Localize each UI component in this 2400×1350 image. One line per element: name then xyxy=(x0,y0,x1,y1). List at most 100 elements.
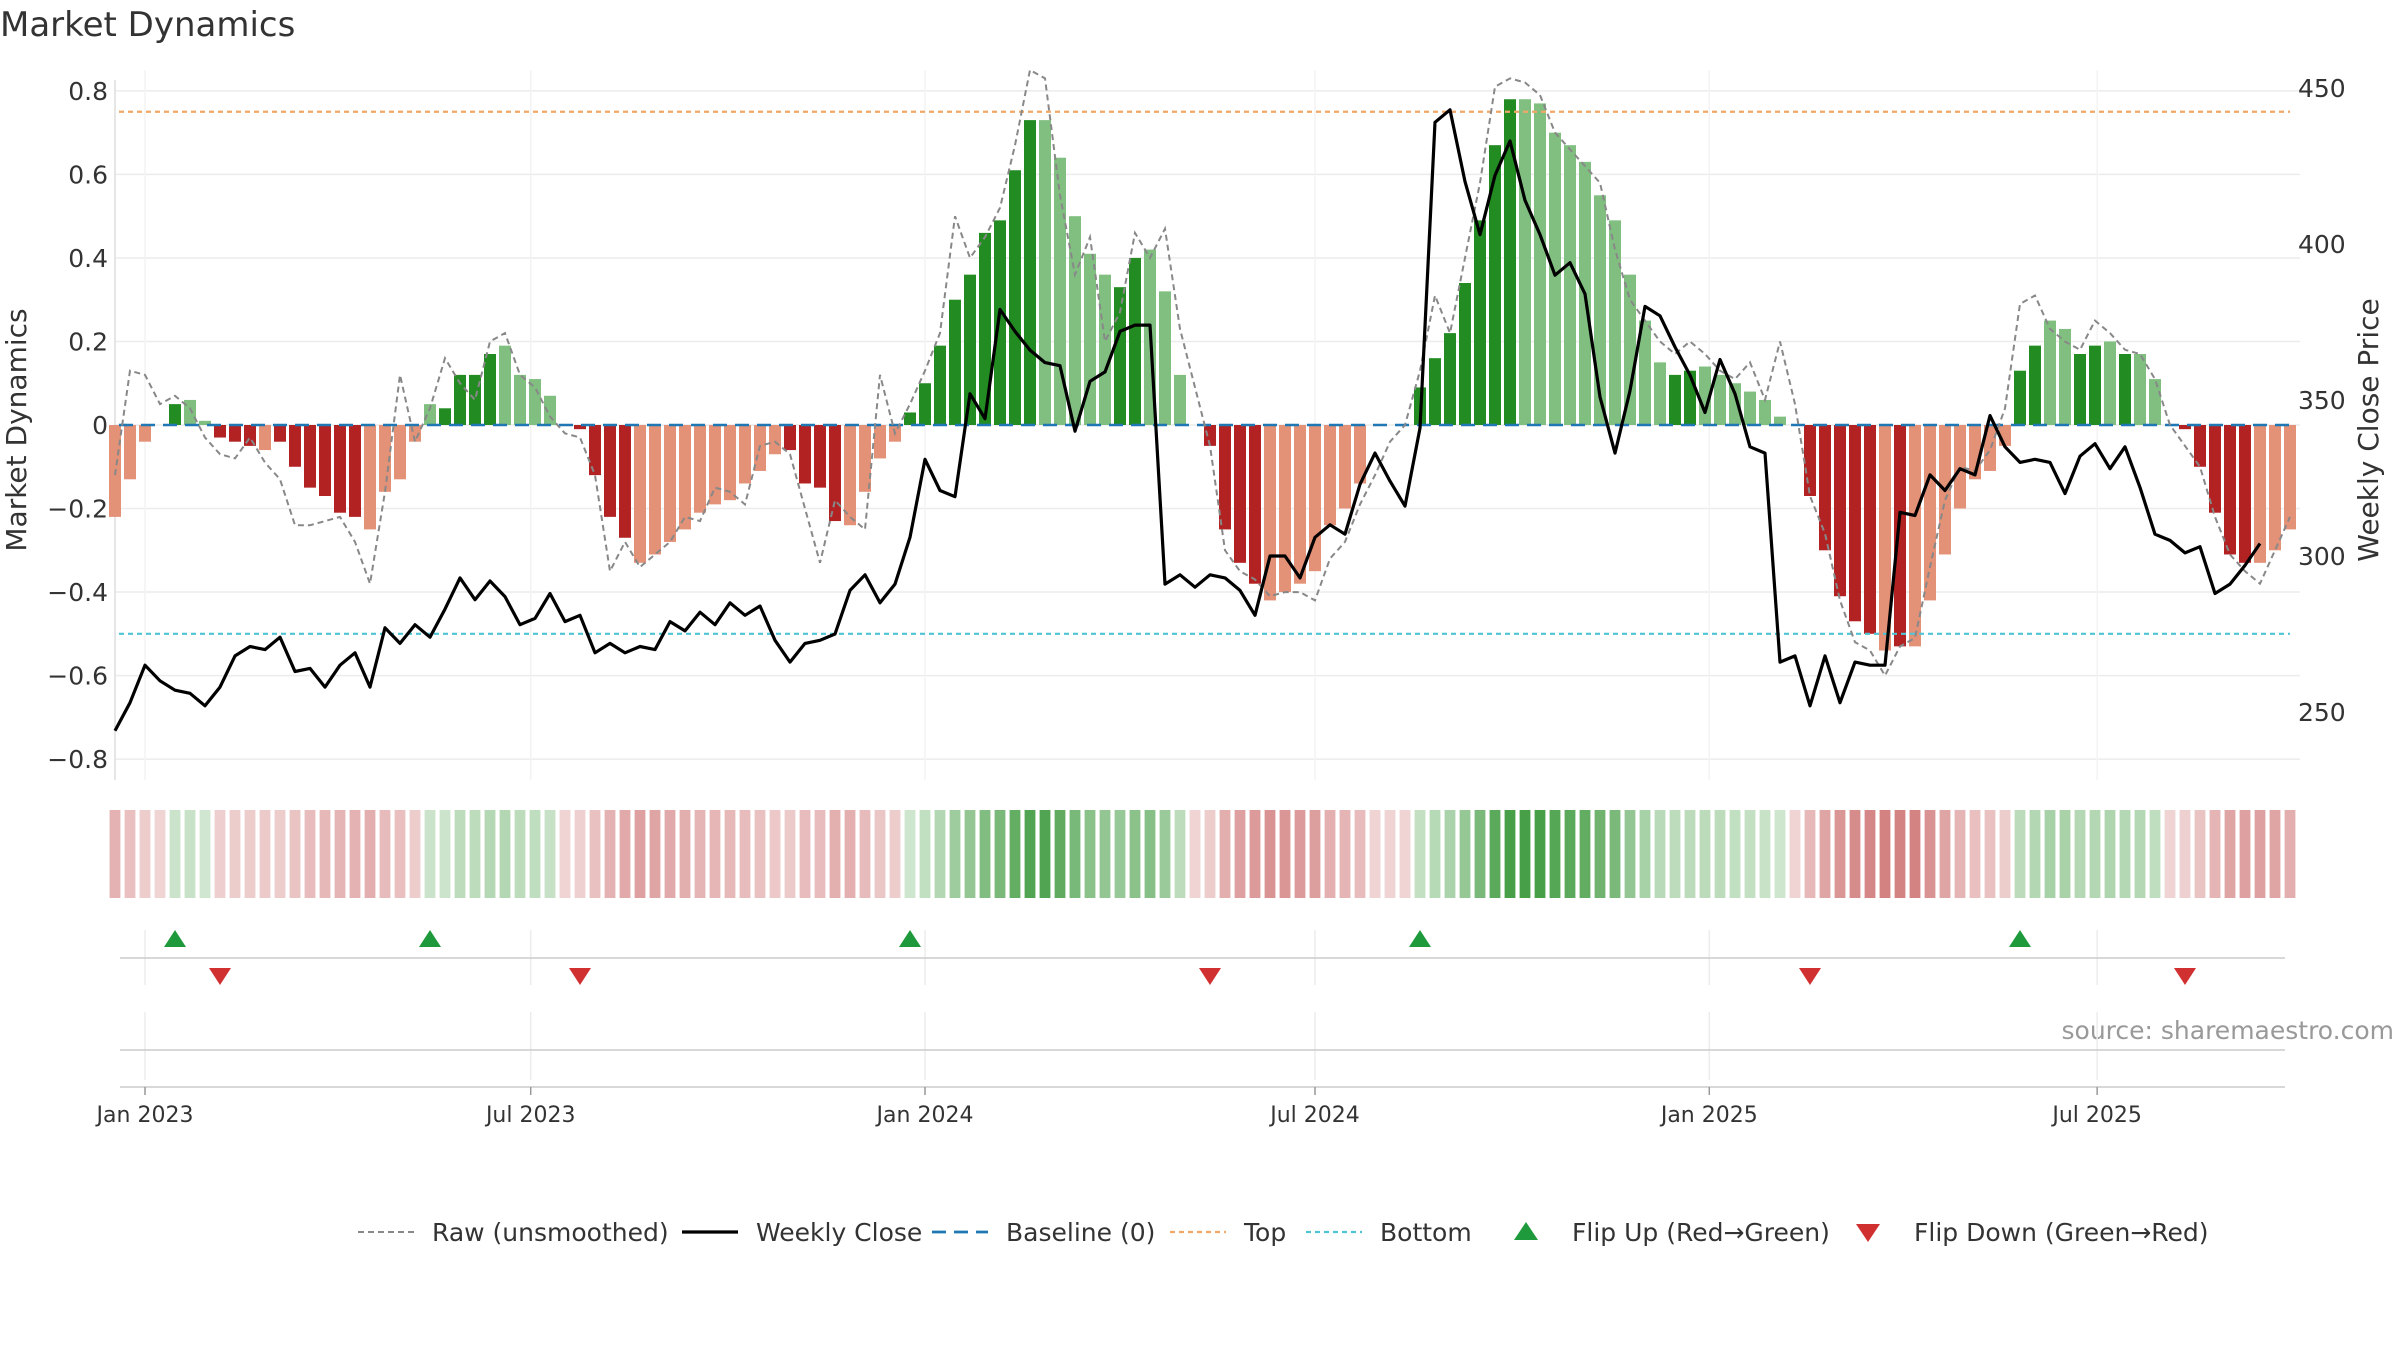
dynamics-bar xyxy=(1774,416,1786,425)
regime-cell xyxy=(274,810,286,898)
dynamics-bar xyxy=(2044,320,2056,425)
chart-title: Market Dynamics xyxy=(0,5,295,45)
regime-cell xyxy=(619,810,631,898)
dynamics-bar xyxy=(1549,132,1561,425)
x-axis-ticks: Jan 2023 Jul 2023 Jan 2024 Jul 2024 Jan 2025… xyxy=(95,1087,2142,1128)
regime-cell xyxy=(724,810,736,898)
regime-cell xyxy=(1849,810,1861,898)
dynamics-bar xyxy=(439,408,451,425)
dynamics-bar xyxy=(1324,425,1336,526)
y-tick-label: 0.6 xyxy=(68,160,108,189)
x-tick-label: Jul 2024 xyxy=(1268,1103,1360,1128)
regime-cell xyxy=(2179,810,2191,898)
regime-cell xyxy=(1999,810,2011,898)
dynamics-bar xyxy=(2089,345,2101,425)
dynamics-bar xyxy=(1519,99,1531,425)
dynamics-bar xyxy=(1159,291,1171,425)
y-tick-label: 0.4 xyxy=(68,244,108,273)
regime-cell xyxy=(229,810,241,898)
dynamics-bar xyxy=(1234,425,1246,563)
regime-cell xyxy=(424,810,436,898)
regime-cell xyxy=(1339,810,1351,898)
regime-cell xyxy=(109,810,121,898)
regime-cell xyxy=(2194,810,2206,898)
legend-label: Baseline (0) xyxy=(1006,1218,1155,1247)
regime-cell xyxy=(1504,810,1516,898)
y-tick-label: 0.8 xyxy=(68,77,108,106)
regime-cell xyxy=(799,810,811,898)
dynamics-bar xyxy=(289,425,301,467)
regime-cell xyxy=(2089,810,2101,898)
flip-markers-panel xyxy=(120,930,2285,1088)
regime-cell xyxy=(1444,810,1456,898)
dynamics-bar xyxy=(739,425,751,484)
x-tick-label: Jul 2025 xyxy=(2050,1103,2142,1128)
regime-cell xyxy=(2074,810,2086,898)
dynamics-bar xyxy=(1009,170,1021,425)
regime-cell xyxy=(1309,810,1321,898)
regime-cell xyxy=(409,810,421,898)
regime-cell xyxy=(1369,810,1381,898)
regime-cell xyxy=(484,810,496,898)
dynamics-bar xyxy=(1624,274,1636,425)
dynamics-bar xyxy=(769,425,781,455)
dynamics-bar xyxy=(1849,425,1861,622)
regime-cell xyxy=(469,810,481,898)
regime-cell xyxy=(994,810,1006,898)
regime-cell xyxy=(1384,810,1396,898)
regime-cell xyxy=(1324,810,1336,898)
dynamics-bar xyxy=(1564,145,1576,426)
dynamics-bar xyxy=(1339,425,1351,509)
y2-axis-label: Weekly Close Price xyxy=(2352,298,2385,561)
regime-cell xyxy=(1819,810,1831,898)
dynamics-bar xyxy=(1909,425,1921,647)
regime-cell xyxy=(574,810,586,898)
legend-label: Bottom xyxy=(1380,1218,1472,1247)
dynamics-bar xyxy=(529,379,541,425)
regime-cell xyxy=(1084,810,1096,898)
dynamics-bar xyxy=(619,425,631,538)
regime-cell xyxy=(679,810,691,898)
dynamics-bar xyxy=(934,345,946,425)
dynamics-bar xyxy=(2209,425,2221,513)
regime-cell xyxy=(334,810,346,898)
regime-cell xyxy=(739,810,751,898)
regime-cell xyxy=(2104,810,2116,898)
regime-cell xyxy=(244,810,256,898)
weekly-close-line xyxy=(113,108,2262,732)
flip-down-marker xyxy=(209,968,231,985)
regime-cell xyxy=(589,810,601,898)
regime-cell xyxy=(934,810,946,898)
regime-cell xyxy=(169,810,181,898)
dynamics-bar xyxy=(334,425,346,513)
flip-up-marker xyxy=(419,930,441,947)
regime-cell xyxy=(1354,810,1366,898)
regime-cell xyxy=(2029,810,2041,898)
regime-cell xyxy=(499,810,511,898)
flip-up-marker xyxy=(899,930,921,947)
regime-cell xyxy=(1519,810,1531,898)
reference-lines xyxy=(119,110,2290,635)
dynamics-bar xyxy=(1894,425,1906,647)
regime-cell xyxy=(2254,810,2266,898)
dynamics-bar xyxy=(949,299,961,425)
regime-cell xyxy=(544,810,556,898)
regime-cell xyxy=(379,810,391,898)
flip-up-marker xyxy=(2009,930,2031,947)
flip-up-marker xyxy=(164,930,186,947)
dynamics-bar xyxy=(874,425,886,459)
dynamics-bar xyxy=(2149,379,2161,425)
legend-label: Weekly Close xyxy=(756,1218,922,1247)
x-tick-label: Jan 2024 xyxy=(875,1103,974,1128)
dynamics-bar xyxy=(799,425,811,484)
regime-cell xyxy=(1759,810,1771,898)
dynamics-bar xyxy=(1714,374,1726,425)
x-tick-label: Jul 2023 xyxy=(484,1103,576,1128)
dynamics-bar xyxy=(2224,425,2236,555)
dynamics-bar xyxy=(814,425,826,488)
regime-cell xyxy=(1969,810,1981,898)
regime-cell xyxy=(304,810,316,898)
dynamics-bar xyxy=(349,425,361,517)
regime-cell xyxy=(919,810,931,898)
